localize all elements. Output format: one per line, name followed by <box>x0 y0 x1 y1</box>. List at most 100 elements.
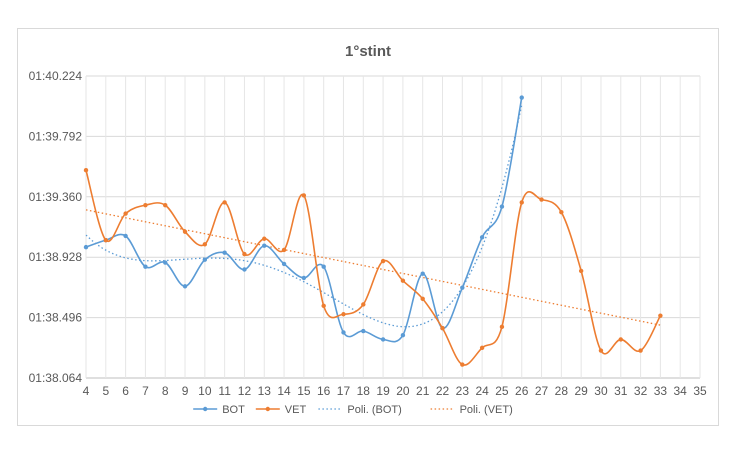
legend-label: BOT <box>222 404 245 416</box>
line-chart: 1°stint 01:38.064 01:38.496 01:38.928 01:39… <box>29 43 707 416</box>
legend-item: BOT <box>193 404 245 416</box>
x-tick-label: 7 <box>142 384 149 398</box>
data-point <box>420 296 425 302</box>
x-tick-label: 34 <box>674 384 688 398</box>
data-point <box>242 251 247 257</box>
legend-label: Poli. (BOT) <box>347 404 401 416</box>
data-point <box>321 264 326 269</box>
data-point <box>341 330 346 335</box>
x-tick-label: 24 <box>475 384 489 398</box>
x-tick-label: 15 <box>297 384 311 398</box>
x-tick-label: 25 <box>495 384 509 398</box>
x-tick-label: 5 <box>102 384 109 398</box>
trendline-vet <box>85 209 661 326</box>
data-point <box>163 202 168 208</box>
data-point <box>400 278 406 283</box>
data-point <box>499 324 505 330</box>
x-tick-label: 30 <box>594 384 608 398</box>
legend-label: VET <box>285 404 307 416</box>
data-point <box>83 244 89 250</box>
x-tick-label: 31 <box>614 384 628 398</box>
data-point <box>499 204 505 209</box>
data-point <box>301 275 307 281</box>
x-tick-label: 29 <box>574 384 588 398</box>
series-line-bot <box>85 97 523 343</box>
y-tick-label: 01:40.224 <box>29 69 83 83</box>
data-point <box>163 260 168 265</box>
data-point <box>559 209 564 215</box>
legend-label: Poli. (VET) <box>460 404 513 416</box>
data-point <box>618 337 623 342</box>
chart-area: 1°stint 01:38.064 01:38.496 01:38.928 01:39… <box>17 28 719 426</box>
y-tick-label: 01:38.496 <box>29 311 83 325</box>
x-tick-label: 32 <box>634 384 648 398</box>
x-tick-label: 20 <box>396 384 410 398</box>
x-tick-label: 18 <box>357 384 371 398</box>
data-point <box>479 235 485 240</box>
data-point <box>143 202 148 208</box>
legend: BOT VET Poli. (BOT) Poli. (VET) <box>193 404 513 416</box>
series <box>83 95 663 367</box>
x-tick-label: 14 <box>277 384 291 398</box>
data-point <box>222 250 227 255</box>
data-point <box>658 313 663 318</box>
legend-item: Poli. (BOT) <box>318 404 402 416</box>
x-tick-label: 28 <box>555 384 569 398</box>
data-point <box>380 337 386 342</box>
data-point <box>222 200 227 205</box>
y-tick-label: 01:38.064 <box>29 371 83 385</box>
y-tick-label: 01:38.928 <box>29 250 83 264</box>
data-point <box>281 261 287 267</box>
data-point <box>202 257 208 262</box>
legend-item: VET <box>255 404 307 416</box>
y-axis: 01:38.064 01:38.496 01:38.928 01:39.360 01:3… <box>29 69 83 385</box>
data-point <box>341 312 346 317</box>
grid <box>85 75 701 379</box>
x-tick-label: 12 <box>238 384 252 398</box>
data-point <box>262 243 267 248</box>
y-tick-label: 01:39.360 <box>29 190 83 204</box>
data-point <box>361 328 366 334</box>
data-point <box>440 326 445 331</box>
x-tick-label: 13 <box>258 384 272 398</box>
data-point <box>123 211 128 216</box>
data-point <box>460 362 465 367</box>
x-tick-label: 10 <box>198 384 212 398</box>
data-point <box>638 348 643 353</box>
series-vet <box>83 168 663 367</box>
data-point <box>202 242 208 247</box>
data-point <box>598 348 604 353</box>
data-point <box>380 258 386 264</box>
x-tick-label: 26 <box>515 384 529 398</box>
data-point <box>301 193 307 198</box>
x-tick-label: 16 <box>317 384 331 398</box>
legend-marker <box>203 406 208 412</box>
trendline-bot <box>85 104 523 328</box>
x-tick-label: 21 <box>416 384 430 398</box>
x-tick-label: 27 <box>535 384 549 398</box>
chart-title: 1°stint <box>345 43 391 60</box>
data-point <box>539 197 544 202</box>
x-tick-label: 8 <box>162 384 169 398</box>
x-tick-label: 35 <box>693 384 707 398</box>
x-tick-label: 11 <box>218 384 231 398</box>
x-tick-label: 17 <box>337 384 351 398</box>
x-tick-label: 4 <box>83 384 90 398</box>
x-tick-label: 23 <box>456 384 470 398</box>
x-tick-label: 19 <box>376 384 390 398</box>
legend-item: Poli. (VET) <box>430 404 513 416</box>
data-point <box>262 236 267 241</box>
x-tick-label: 6 <box>122 384 129 398</box>
x-tick-label: 9 <box>182 384 189 398</box>
x-tick-label: 33 <box>654 384 668 398</box>
data-point <box>182 284 188 289</box>
trendlines <box>85 104 661 328</box>
data-point <box>420 271 425 276</box>
data-point <box>182 229 188 234</box>
data-point <box>479 345 485 350</box>
data-point <box>519 200 524 205</box>
x-tick-label: 22 <box>436 384 450 398</box>
x-axis: 4 5 6 7 8 9 10 11 12 13 14 15 16 17 18 19 20 21 22 23 24 25 26… <box>83 384 707 398</box>
data-point <box>242 267 247 272</box>
data-point <box>578 268 584 274</box>
